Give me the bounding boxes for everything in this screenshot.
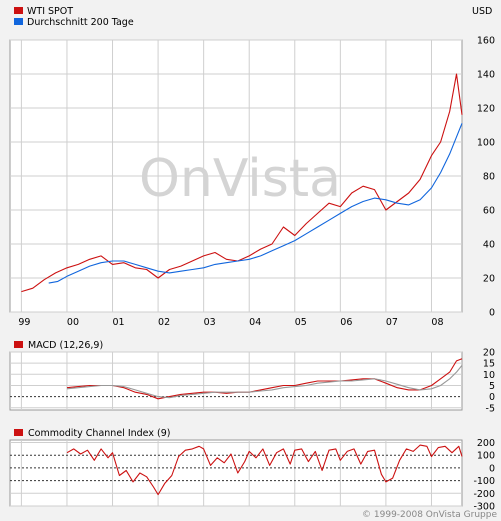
price-x-ticks: 99 00 01 02 03 04 05 06 07 08 [18, 317, 443, 328]
y-tick-label: 0 [489, 392, 495, 403]
legend-swatch-wti [14, 7, 23, 14]
cci-title-swatch [14, 429, 23, 436]
price-series-group [21, 73, 463, 293]
y-tick-label: 40 [483, 240, 495, 251]
series-line-wti-spot [21, 73, 463, 293]
series-line-macd [66, 358, 463, 400]
legend-label-wti: WTI SPOT [27, 6, 73, 17]
cci-title: Commodity Channel Index (9) [28, 428, 170, 439]
series-line-signal [66, 365, 463, 399]
macd-title-swatch [14, 341, 23, 348]
legend-label-average: Durchschnitt 200 Tage [27, 17, 134, 28]
price-gridlines [10, 39, 462, 313]
y-tick-label: 100 [477, 138, 495, 149]
y-tick-label: 80 [483, 172, 495, 183]
x-tick-label: 06 [340, 317, 352, 328]
legend-swatch-average [14, 18, 23, 25]
x-tick-label: 00 [67, 317, 79, 328]
macd-gridlines [10, 351, 462, 410]
y-tick-label: 20 [483, 274, 495, 285]
y-tick-label: 100 [477, 451, 495, 462]
cci-series-group [66, 444, 463, 496]
copyright-notice: © 1999-2008 OnVista Gruppe [362, 510, 497, 520]
y-tick-label: 10 [483, 370, 495, 381]
price-y-ticks: 0 20 40 60 80 100 120 140 160 [477, 36, 495, 319]
macd-series-group [66, 358, 463, 400]
y-tick-label: 0 [489, 463, 495, 474]
currency-label: USD [472, 6, 492, 17]
y-tick-label: 60 [483, 206, 495, 217]
macd-title: MACD (12,26,9) [28, 340, 103, 351]
series-line-commodity-channel-index-9- [66, 444, 463, 496]
y-tick-label: 0 [489, 308, 495, 319]
y-tick-label: 200 [477, 438, 495, 449]
x-tick-label: 08 [431, 317, 443, 328]
y-tick-label: 140 [477, 70, 495, 81]
y-tick-label: -200 [473, 489, 495, 500]
price-legend: WTI SPOT Durchschnitt 200 Tage [14, 6, 134, 28]
series-line-durchschnitt-200-tage [48, 123, 463, 284]
y-tick-label: 120 [477, 104, 495, 115]
price-panel: OnVista 0 20 40 60 80 100 120 140 160 99 00 01 02 03… [9, 36, 495, 328]
watermark: OnVista [139, 149, 341, 209]
y-tick-label: -100 [473, 476, 495, 487]
x-tick-label: 04 [249, 317, 261, 328]
x-tick-label: 99 [18, 317, 30, 328]
x-tick-label: 03 [204, 317, 216, 328]
y-tick-label: -5 [486, 403, 495, 414]
y-tick-label: 160 [477, 36, 495, 47]
x-tick-label: 02 [158, 317, 170, 328]
x-tick-label: 07 [386, 317, 398, 328]
y-tick-label: 15 [483, 359, 495, 370]
y-tick-label: 5 [489, 381, 495, 392]
x-tick-label: 05 [295, 317, 307, 328]
y-tick-label: 20 [483, 348, 495, 359]
macd-plot-area [9, 351, 463, 411]
x-tick-label: 01 [112, 317, 124, 328]
y-tick-label: -300 [473, 502, 495, 513]
cci-panel: Commodity Channel Index (9) -300 -200 -100… [9, 428, 495, 513]
